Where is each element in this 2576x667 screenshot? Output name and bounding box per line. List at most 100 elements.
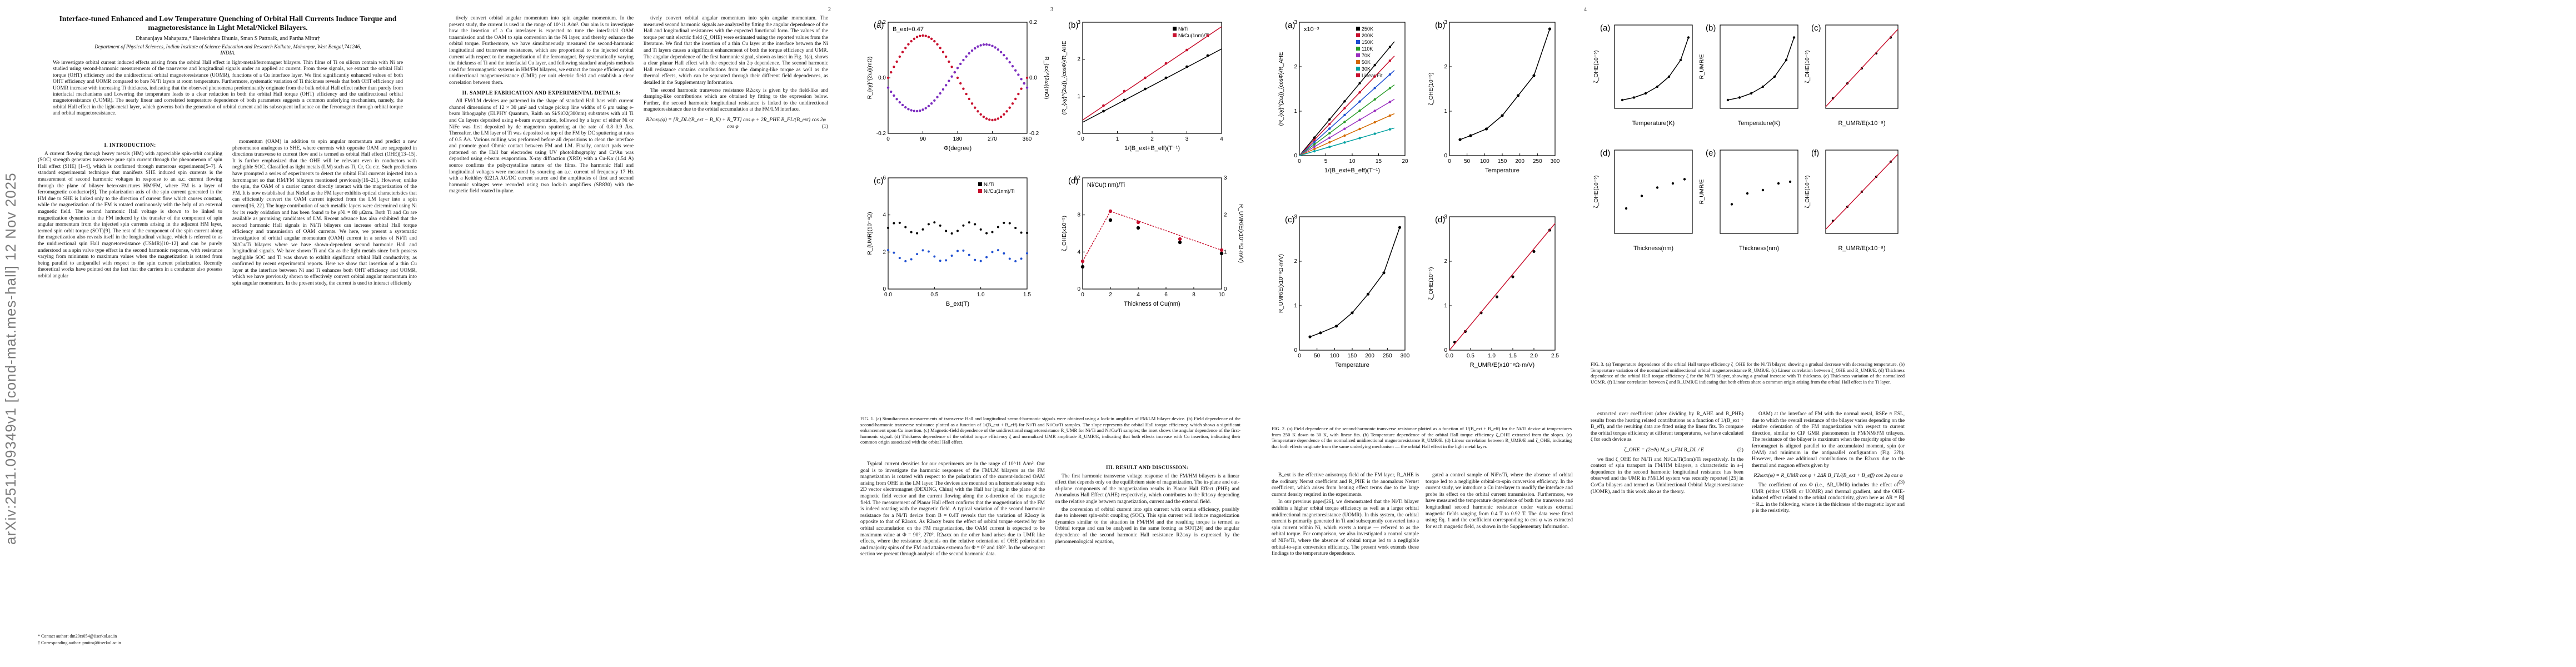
- abstract: We investigate orbital current induced e…: [53, 60, 403, 117]
- fig1a-point-rxx: [921, 108, 924, 111]
- fig1b-fit-niti: [1082, 48, 1222, 123]
- fig3a-connector: [1657, 76, 1670, 87]
- fig1b-xtick-label: 2: [1150, 136, 1154, 142]
- fig2d-xtick-label: 0.5: [1467, 353, 1474, 359]
- fig1c-point-nicuti: [916, 253, 919, 256]
- page1-col1: I. INTRODUCTION: A current flowing throu…: [38, 139, 222, 617]
- body-paragraph: we find ζ_OHE for Ni/Ti and Ni/Cu/Ti(5nm…: [1591, 456, 1743, 495]
- fig1b-label: (b): [1068, 21, 1078, 30]
- fig1a-point-rxy: [933, 39, 936, 43]
- fig1a-xlabel: Φ(degree): [944, 145, 971, 152]
- fig1a-point-rxy: [991, 118, 994, 122]
- fig1c-label: (c): [874, 176, 884, 186]
- fig1a-point-rxy: [999, 116, 1003, 118]
- fig3a-connector: [1622, 97, 1635, 101]
- fig2c-xtick-label: 250: [1383, 353, 1392, 359]
- body-paragraph: Typical current densities for our experi…: [860, 461, 1045, 558]
- fig1d-point-umr: [1080, 265, 1085, 269]
- fig1c-point-nicuti: [921, 249, 924, 252]
- fig3b-connector: [1786, 37, 1795, 61]
- fig1c-xtick-label: 1.5: [1023, 292, 1031, 298]
- fig3e-frame: [1720, 150, 1798, 234]
- fig3f-frame: [1825, 150, 1899, 234]
- fig3b-connector: [1739, 93, 1752, 98]
- fig1d-ytick-label: 8: [1077, 212, 1080, 218]
- fig1a-point-rxy: [1025, 76, 1029, 79]
- fig1b-xtick-label: 4: [1220, 136, 1223, 142]
- fig2a-fit: [1299, 56, 1395, 156]
- fig1c-xtick-label: 0.5: [930, 292, 938, 298]
- fig2b-connector: [1517, 75, 1534, 96]
- fig2d-label: (d): [1435, 215, 1445, 225]
- fig2a-annotation: x10⁻³: [1304, 26, 1319, 33]
- fig1c-point-nicuti: [1008, 257, 1011, 260]
- fig2a-xtick-label: 5: [1324, 158, 1328, 165]
- figure-2: (a) 1/(B_ext+B_eff)(T⁻¹) (R_{xy}^{2ω})_{co…: [1266, 11, 1577, 422]
- fig3b-frame: [1720, 24, 1798, 109]
- equation-3: R2ωxx(φ) = R_UMR cos φ + 2ΔR B_FL/(B_ext…: [1753, 472, 1905, 485]
- page2-col1: tively convert orbital angular momentum …: [449, 16, 634, 649]
- fig1a-point-rxx: [970, 49, 974, 52]
- arxiv-stamp: arXiv:2511.09349v1 [cond-mat.mes-hall] 1…: [2, 172, 19, 545]
- fig2c-connector: [1320, 326, 1337, 334]
- fig2b-xtick-label: 0: [1448, 158, 1451, 165]
- footnote-contact: * Contact author: dm20rs054@iiserkol.ac.…: [38, 634, 117, 639]
- page4-col3: extracted over coefficient (after dividi…: [1591, 411, 1743, 656]
- fig1a-point-rxx: [996, 48, 1000, 51]
- fig2b-frame: [1449, 22, 1556, 156]
- fig3c-xlabel: R_UMR/E(x10⁻⁸): [1838, 120, 1885, 127]
- fig1a-point-rxx: [1014, 69, 1017, 72]
- fig1d-point-umr: [1136, 226, 1140, 230]
- fig2a-legend-entry: 30K: [1362, 66, 1371, 72]
- fig1a-point-rxx: [927, 104, 930, 107]
- fig1c-point-niti: [985, 232, 988, 235]
- fig2b-ytick-label: 1: [1444, 108, 1447, 115]
- fig1b-xtick-label: 0: [1081, 136, 1084, 142]
- fig1a-point-rxx: [968, 52, 971, 55]
- fig1c-ylabel: R_{UMR}(10⁻⁴Ω): [867, 212, 873, 255]
- fig2b-xtick-label: 300: [1551, 158, 1560, 165]
- fig1d-point-umr: [1219, 251, 1224, 256]
- fig3e-point: [1788, 180, 1792, 183]
- fig2a-fit: [1299, 70, 1395, 156]
- figure-1-caption: FIG. 1. (a) Simultaneous measurements of…: [860, 416, 1240, 445]
- fig1a-point-rxx: [953, 71, 956, 74]
- fig1a-point-rxy: [988, 118, 991, 121]
- page4-col1: B_ext is the effective anisotropy field …: [1272, 472, 1419, 656]
- fig1b-ytick-label: 3: [1077, 19, 1080, 26]
- fig1a-point-rxy: [1008, 106, 1011, 109]
- fig3f-label: (f): [1811, 148, 1819, 158]
- fig1a-point-rxx: [1025, 86, 1029, 89]
- fig3e-xlabel: Thickness(nm): [1739, 245, 1779, 252]
- fig3a-connector: [1680, 37, 1689, 61]
- intro-paragraph: A current flowing through heavy metals (…: [38, 151, 222, 279]
- fig2a-legend-entry: 50K: [1362, 59, 1371, 65]
- fig2d-ylabel: ζ_OHE(10⁻⁵): [1428, 267, 1434, 300]
- fig2a-legend-entry: Linear Fit: [1362, 73, 1383, 78]
- fig1d-ytick-label: 0: [1077, 286, 1080, 292]
- fig1a-point-rxy: [890, 71, 893, 74]
- body-paragraph: gated a control sample of NiFe/Ti, where…: [1426, 472, 1573, 530]
- fig1d-label: (d): [1068, 176, 1078, 186]
- fig1d-annotation: Ni/Cu(t nm)/Ti: [1087, 182, 1125, 188]
- fig2a-fit: [1299, 41, 1395, 156]
- body-paragraph: In our previous paper[26], we demonstrat…: [1272, 499, 1419, 557]
- equation-2: ζ_OHE = (2e/ħ) M_s t_FM B_DL / E (2): [1624, 446, 1743, 453]
- fig1d-connector: [1110, 211, 1222, 251]
- figure-2-caption: FIG. 2. (a) Field dependence of the seco…: [1272, 426, 1572, 449]
- fig2d-xtick-label: 2.5: [1551, 353, 1559, 359]
- fig1c-point-niti: [1026, 232, 1028, 235]
- fig2b-connector: [1533, 28, 1551, 76]
- body-paragraph: The first harmonic transverse voltage re…: [1055, 473, 1239, 505]
- fig1d-ylabel-right: R_UMR/E(x10⁻⁸Ω·m/V): [1238, 204, 1244, 263]
- body-paragraph: the conversion of orbital current into s…: [1055, 506, 1239, 545]
- fig2b-xtick-label: 100: [1480, 158, 1489, 165]
- fig1a-point-rxx: [886, 86, 890, 89]
- fig1a-point-rxx: [979, 44, 982, 47]
- fig2b-xtick-label: 250: [1533, 158, 1542, 165]
- fig2c-ytick-label: 2: [1294, 258, 1297, 265]
- fig2c-xlabel: Temperature: [1335, 362, 1369, 369]
- fig1a-ylabel: R_{xy}^{2ω}(mΩ): [867, 57, 873, 99]
- fig1c-legend-swatch: [978, 182, 982, 186]
- fig1b-xtick-label: 1: [1116, 136, 1119, 142]
